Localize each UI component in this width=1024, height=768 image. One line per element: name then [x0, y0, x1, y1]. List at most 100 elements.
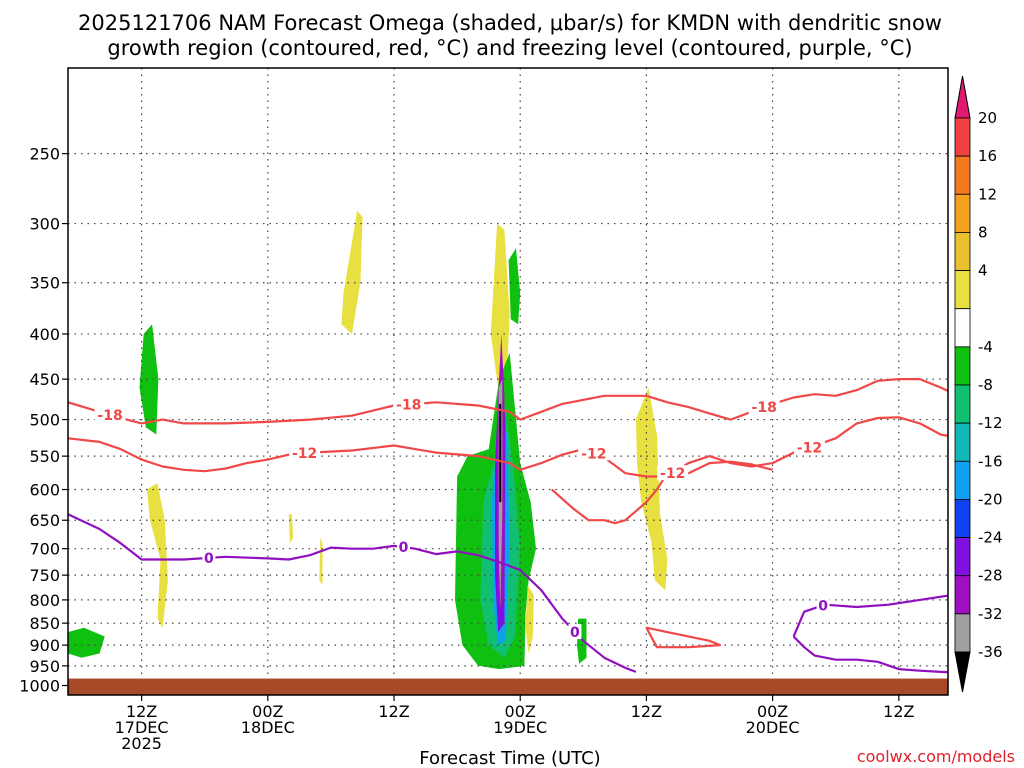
colorbar-band-4 [954, 270, 971, 310]
colorbar-label-2: 12 [978, 185, 997, 203]
contour-label-bg [568, 624, 582, 640]
colorbar-label-9: -20 [978, 490, 1003, 508]
ytick-label-400: 400 [29, 325, 60, 344]
contour-label-9: 0 [570, 625, 580, 641]
contour-label-bg [793, 439, 825, 455]
ytick-label-650: 650 [29, 511, 60, 530]
contour-label-bg [816, 597, 830, 613]
colorbar-band-11 [954, 537, 971, 577]
ytick-label-750: 750 [29, 566, 60, 585]
contour-dgz_top [68, 378, 948, 425]
contour-freezing [68, 513, 637, 673]
colorbar-band-0 [954, 117, 971, 157]
colorbar-label-8: -16 [978, 452, 1003, 470]
contour-label-2: -18 [752, 400, 777, 416]
colorbar-band-2 [954, 193, 971, 233]
ground-surface [68, 678, 948, 695]
axes: 250 300 350 400 450 500 550 600 650 700 750 800 850 9… [19, 67, 949, 753]
colorbar-label-7: -12 [978, 414, 1003, 432]
contour-label-1: -18 [396, 397, 421, 413]
colorbar-band-5 [954, 308, 971, 348]
ytick-label-700: 700 [29, 540, 60, 559]
watermark: coolwx.com/models [857, 747, 1015, 766]
colorbar-label-4: 4 [978, 262, 988, 280]
ytick-label-900: 900 [29, 636, 60, 655]
ytick-label-600: 600 [29, 481, 60, 500]
colorbar-band-1 [954, 155, 971, 195]
xtick-label-18-1: 18DEC [241, 718, 295, 737]
contour-label-bg [748, 399, 780, 415]
omega-green-cell-early [139, 324, 159, 435]
colorbar-band-6 [954, 346, 971, 386]
ytick-label-500: 500 [29, 411, 60, 430]
colorbar-bottom-arrow [954, 651, 971, 693]
contour-dgz_low [551, 460, 773, 525]
colorbar-label-12: -32 [978, 605, 1003, 623]
xtick-label-42-1: 19DEC [493, 718, 547, 737]
xtick-label-6-0: 12Z [126, 702, 157, 721]
ytick-label-450: 450 [29, 370, 60, 389]
title-line-1: 2025121706 NAM Forecast Omega (shaded, μ… [78, 11, 942, 35]
contour-label-bg [94, 406, 126, 422]
contour-label-7: 0 [204, 551, 214, 567]
plot-clip-group: -18 -18 -18 -12 -12 -12 -12 0 0 0 0 [68, 68, 948, 695]
colorbar-band-3 [954, 232, 971, 271]
ytick-label-350: 350 [29, 274, 60, 293]
omega-green-right-upper [508, 248, 521, 325]
omega-yellow-sliver-b [319, 537, 323, 586]
omega-yellow-upper-main [490, 223, 510, 396]
colorbar-label-3: 8 [978, 223, 988, 241]
plot-frame [67, 67, 949, 696]
colorbar: 20 16 12 8 4 -4 -8 -12 -16 -20 -24 -28 -32 -36 [954, 75, 1003, 693]
ytick-label-850: 850 [29, 614, 60, 633]
contour-freezing_right [792, 594, 948, 637]
contour-dgz_bottom [68, 416, 948, 478]
contour-label-bg [202, 549, 216, 565]
xtick-label-78-0: 12Z [883, 702, 914, 721]
contour-label-4: -12 [581, 446, 606, 462]
contour-label-0: -18 [97, 408, 122, 424]
xtick-label-66-1: 20DEC [746, 718, 800, 737]
ytick-label-950: 950 [29, 657, 60, 676]
colorbar-band-9 [954, 460, 971, 500]
omega-yellow-sliver-a [288, 514, 294, 544]
ytick-label-550: 550 [29, 447, 60, 466]
xtick-label-6-1: 17DEC [115, 718, 169, 737]
contour-label-10: 0 [818, 598, 828, 614]
ytick-label-1000: 1000 [19, 677, 60, 696]
ytick-label-250: 250 [29, 145, 60, 164]
omega-yellow-cell-early [146, 483, 168, 628]
ytick-label-800: 800 [29, 591, 60, 610]
omega-yellow-low-mid [525, 585, 534, 654]
xtick-label-6-2: 2025 [121, 734, 162, 753]
xtick-label-30-0: 12Z [378, 702, 409, 721]
xtick-label-54-0: 12Z [631, 702, 662, 721]
colorbar-band-7 [954, 384, 971, 424]
colorbar-label-10: -24 [978, 529, 1003, 547]
ytick-label-300: 300 [29, 215, 60, 234]
colorbar-label-1: 16 [978, 147, 997, 165]
xtick-label-42-0: 00Z [505, 702, 536, 721]
colorbar-band-10 [954, 499, 971, 538]
contour-label-3: -12 [292, 446, 317, 462]
contour-label-bg [289, 445, 321, 461]
contour-label-8: 0 [399, 540, 409, 556]
colorbar-top-arrow [954, 75, 971, 119]
omega-yellow-right [635, 387, 668, 591]
omega-yellow-cell-upper [341, 210, 363, 334]
title-line-2: growth region (contoured, red, °C) and f… [107, 36, 912, 60]
x-axis-label: Forecast Time (UTC) [419, 748, 600, 768]
colorbar-label-6: -8 [978, 376, 993, 394]
contour-label-bg [393, 396, 425, 412]
colorbar-band-12 [954, 575, 971, 615]
chart-title: 2025121706 NAM Forecast Omega (shaded, μ… [78, 11, 942, 60]
contour-dgz_closed [645, 626, 722, 649]
colorbar-band-8 [954, 422, 971, 462]
colorbar-label-13: -36 [978, 643, 1003, 661]
colorbar-label-0: 20 [978, 109, 997, 127]
contour-label-bg [578, 445, 610, 461]
omega-green-low-left [68, 627, 105, 658]
omega-black-core [499, 403, 502, 503]
xtick-label-18-0: 00Z [252, 702, 283, 721]
